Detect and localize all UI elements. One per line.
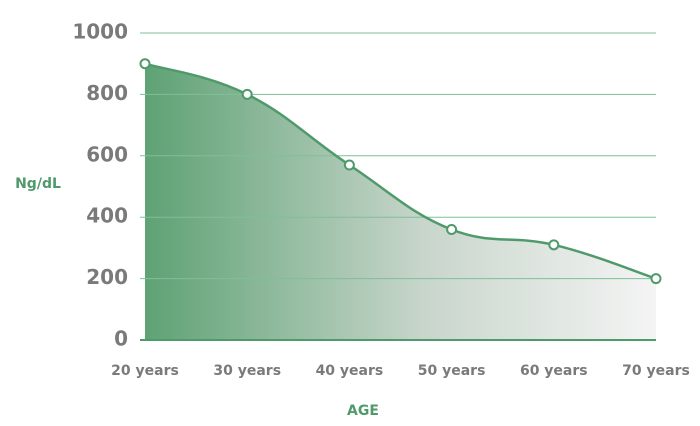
data-point <box>650 273 662 285</box>
y-axis-title: Ng/dL <box>15 176 61 192</box>
y-tick-label: 600 <box>86 142 128 166</box>
x-tick-label: 30 years <box>213 363 281 379</box>
x-tick-label: 20 years <box>111 363 179 379</box>
data-point <box>343 159 355 171</box>
y-tick-label: 0 <box>114 327 128 351</box>
data-point <box>139 58 151 70</box>
x-axis-title: AGE <box>347 403 379 419</box>
data-point <box>548 239 560 251</box>
area-line <box>144 62 657 280</box>
y-tick-label: 400 <box>86 204 128 228</box>
x-tick-label: 50 years <box>418 363 486 379</box>
x-tick-label: 40 years <box>316 363 384 379</box>
x-tick-label: 60 years <box>520 363 588 379</box>
y-tick-label: 800 <box>86 81 128 105</box>
data-point <box>446 223 458 235</box>
y-tick-label: 1000 <box>72 20 128 44</box>
data-point <box>241 88 253 100</box>
y-tick-label: 200 <box>86 265 128 289</box>
x-tick-label: 70 years <box>622 363 690 379</box>
